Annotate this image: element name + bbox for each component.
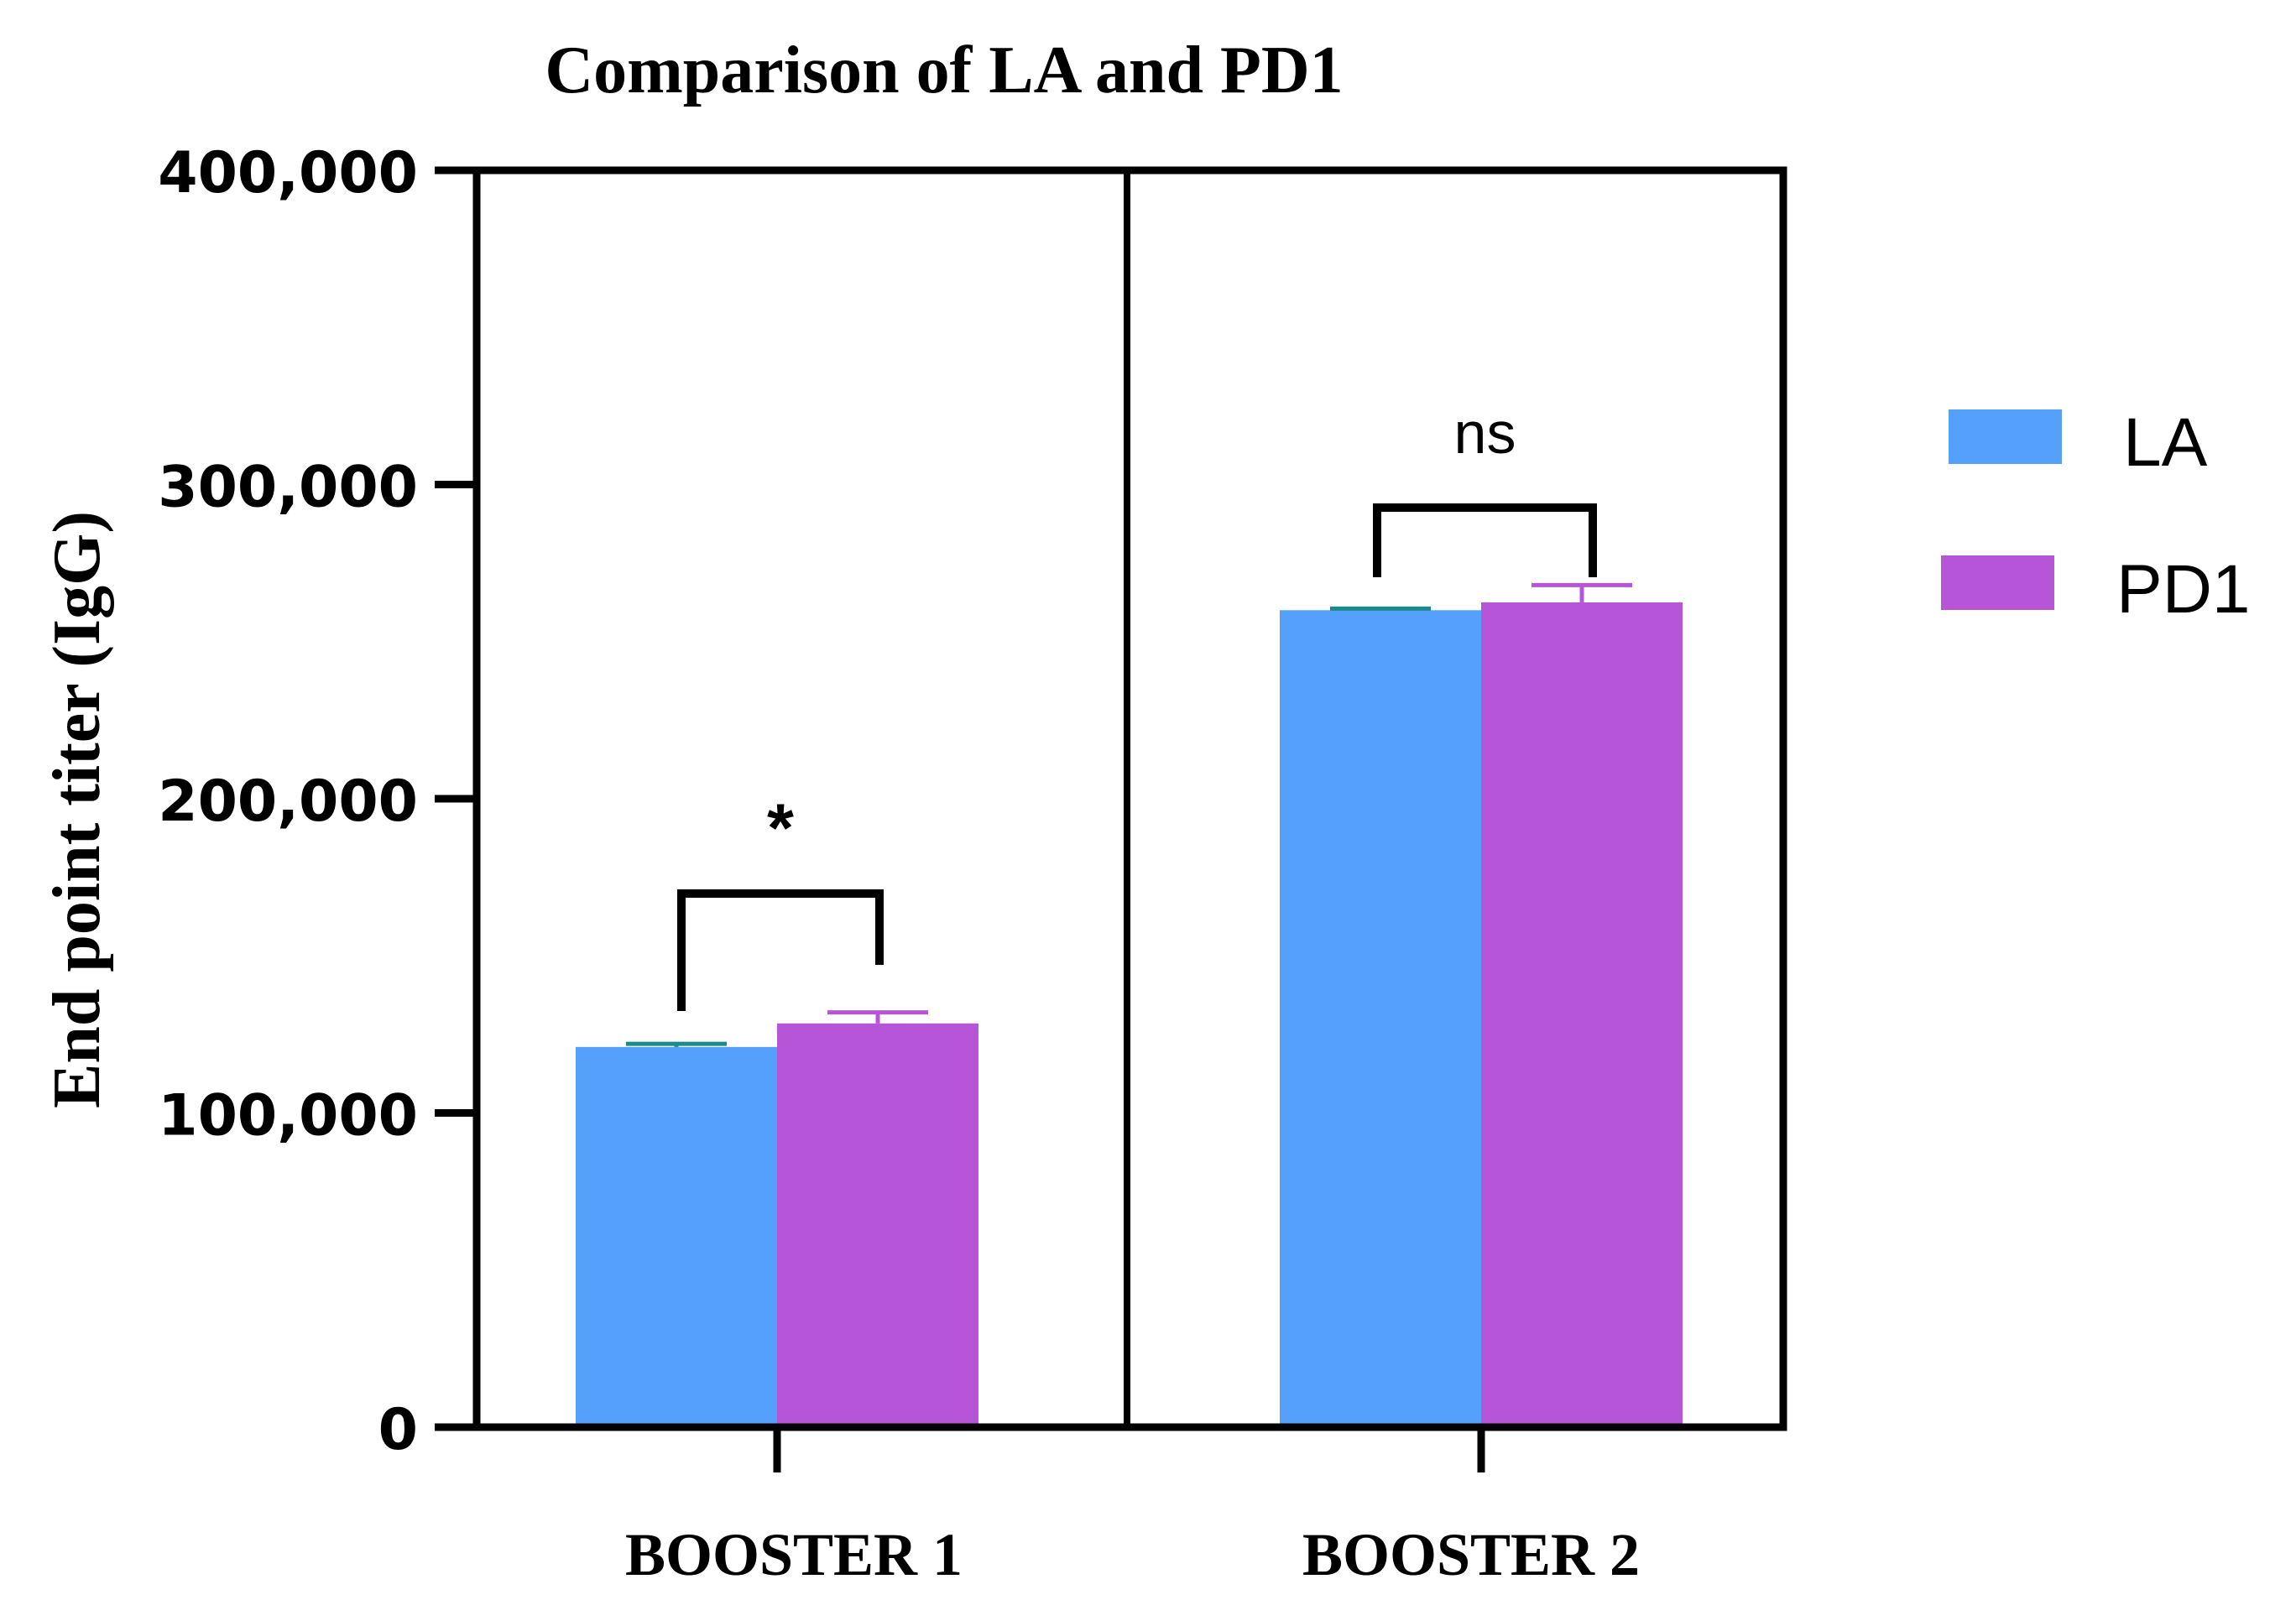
significance-label: ns [1454,400,1516,466]
y-tick-label: 400,000 [158,140,418,206]
bar-la-1 [576,1046,777,1427]
significance-layer: * ns [677,400,1597,1011]
y-tick-label: 200,000 [158,769,418,835]
y-tick-label: 0 [378,1397,418,1463]
bar-pd1-2 [1481,602,1683,1427]
significance-bracket [1373,503,1597,577]
legend: LA PD1 [1941,404,2251,628]
y-axis-label: End point titer (IgG) [40,511,114,1108]
legend-swatch-la [1949,409,2062,464]
y-tick-label: 100,000 [158,1083,418,1149]
x-category-label: BOOSTER 1 [625,1521,963,1588]
significance-label: * [767,790,794,867]
y-tick-label: 300,000 [158,455,418,521]
bar-pd1-1 [777,1023,978,1427]
legend-swatch-pd1 [1941,555,2054,610]
legend-label-pd1: PD1 [2116,551,2251,628]
chart-title: Comparison of LA and PD1 [545,34,1343,107]
x-ticks-layer: BOOSTER 1 BOOSTER 2 [625,1427,1640,1588]
legend-label-la: LA [2123,404,2208,481]
bar-la-2 [1280,610,1481,1427]
significance-bracket [677,889,884,1011]
y-ticks-layer: 0 100,000 200,000 300,000 400,000 [158,140,477,1463]
error-bars-layer [626,582,1632,1047]
bars-layer [576,602,1683,1427]
x-category-label: BOOSTER 2 [1302,1521,1640,1588]
